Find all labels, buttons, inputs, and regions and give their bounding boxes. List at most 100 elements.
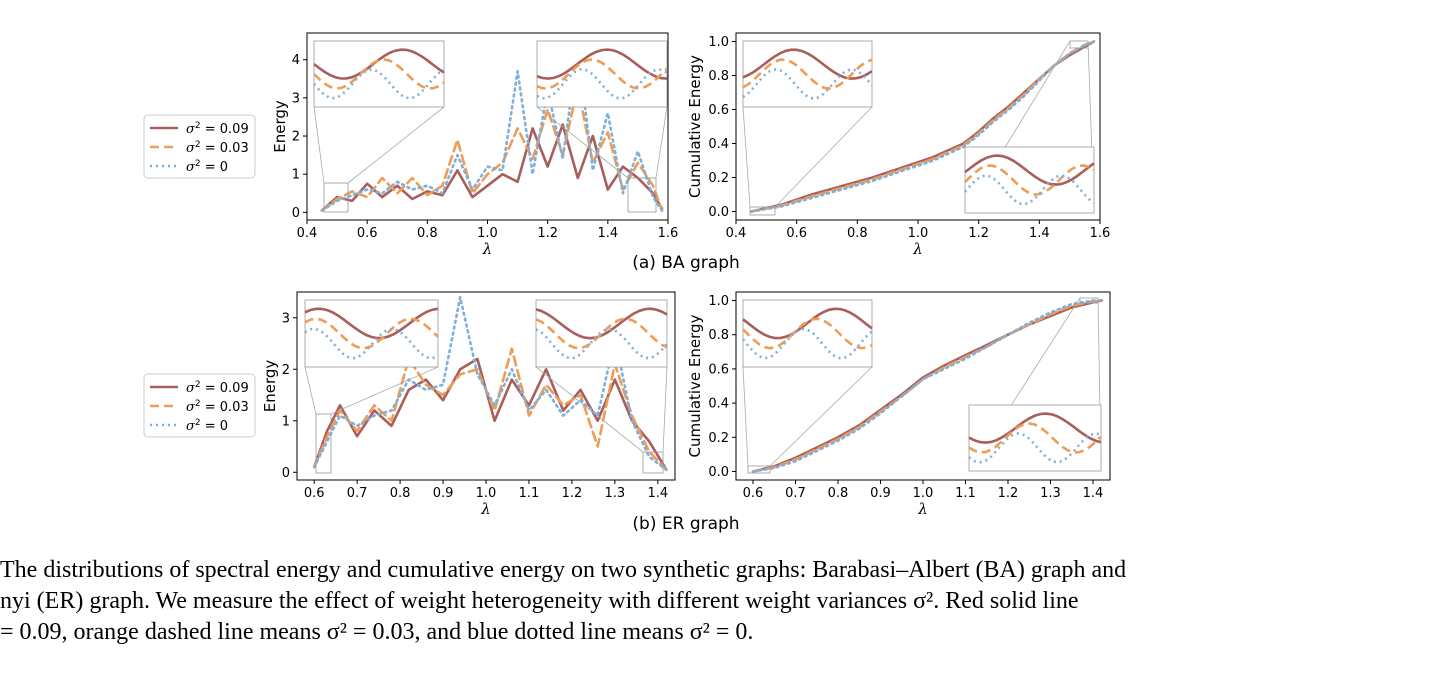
inset-series-line [313, 48, 445, 80]
er-energy-chart: 0.6 0.7 0.8 0.9 1.0 1.1 1.2 1.3 1.4 0 1 2 3 λ Energy [261, 291, 676, 518]
legend-frame [143, 114, 256, 179]
er-cumulative-chart: 0.6 0.7 0.8 0.9 1.0 1.1 1.2 1.3 1.4 0.0 0.2 0.4 0.6 0… [686, 291, 1111, 518]
ba-energy-ytick-label: 3 [292, 91, 300, 106]
ba-cumulative-xtick-label: 0.6 [786, 226, 807, 241]
inset-series-line [742, 307, 873, 340]
ba-cumulative-ytick-label: 0.0 [708, 205, 729, 220]
er-cumulative-xtick-label: 0.8 [828, 486, 849, 501]
ba-energy-chart: 0.4 0.6 0.8 1.0 1.2 1.4 1.6 0 1 2 3 4 λ Energy [271, 32, 679, 258]
er-cumulative-ylabel: Cumulative Energy [686, 314, 704, 457]
inset-connector [742, 366, 749, 467]
legend-label: σ2 = 0.09 [186, 380, 249, 396]
ba-energy-xtick-label: 0.8 [417, 226, 438, 241]
er-energy-ytick-label: 3 [282, 311, 290, 326]
er-cumulative-ytick-label: 1.0 [708, 294, 729, 309]
er-energy-ylabel: Energy [261, 360, 279, 413]
inset-source-box [627, 177, 657, 213]
caption-line-3: = 0.09, orange dashed line means σ² = 0.… [0, 619, 753, 645]
zoom-inset [964, 146, 1095, 214]
er-cumulative-xtick-label: 1.1 [955, 486, 976, 501]
zoom-inset [313, 40, 445, 108]
legend-ba: σ2 = 0.09 σ2 = 0.03 σ2 = 0 [143, 114, 256, 179]
er-cumulative-ytick-label: 0.4 [708, 397, 729, 412]
ba-energy-xtick-label: 1.6 [658, 226, 679, 241]
inset-source-box [749, 206, 776, 216]
inset-series-line [964, 164, 1095, 196]
er-cumulative-xlabel: λ [917, 500, 928, 518]
legend-label: σ2 = 0.03 [186, 399, 249, 415]
inset-series-line [304, 327, 439, 360]
ba-cumulative-ytick-label: 1.0 [708, 35, 729, 50]
inset-series-line [313, 68, 445, 100]
inset-series-line [968, 412, 1102, 444]
er-energy-xtick-label: 1.0 [476, 486, 497, 501]
er-cumulative-series-2-line [751, 299, 1103, 473]
er-cumulative-ytick-label: 0.8 [708, 328, 729, 343]
zoom-inset [535, 299, 668, 368]
ba-cumulative-ytick-label: 0.8 [708, 69, 729, 84]
er-cumulative-series-0-line [751, 299, 1103, 473]
inset-series-line [742, 58, 873, 90]
er-cumulative-xtick-label: 0.9 [870, 486, 891, 501]
ba-energy-xtick-label: 1.2 [537, 226, 558, 241]
inset-connector [662, 366, 668, 453]
inset-series-line [536, 68, 668, 100]
er-energy-xtick-label: 1.3 [605, 486, 626, 501]
ba-cumulative-series-2-line [749, 40, 1096, 213]
inset-source-box [747, 465, 771, 474]
inset-series-line [964, 154, 1095, 186]
inset-series-line [742, 317, 873, 350]
er-cumulative-ytick-label: 0.6 [708, 362, 729, 377]
er-energy-ytick-label: 1 [282, 414, 290, 429]
ba-cumulative-xlabel: λ [912, 240, 923, 258]
inset-source-box [323, 182, 349, 213]
ba-cumulative-xtick-label: 0.8 [847, 226, 868, 241]
er-energy-xtick-label: 1.4 [647, 486, 668, 501]
ba-energy-xtick-label: 0.4 [297, 226, 318, 241]
ba-cumulative-xtick-label: 1.6 [1090, 226, 1111, 241]
ba-energy-ytick-label: 2 [292, 130, 300, 145]
er-energy-xtick-label: 0.6 [304, 486, 325, 501]
inset-series-line [304, 317, 439, 350]
er-energy-xtick-label: 0.8 [390, 486, 411, 501]
caption-line-1: The distributions of spectral energy and… [0, 557, 1126, 583]
er-cumulative-xtick-label: 1.3 [1040, 486, 1061, 501]
subcaption-a: (a) BA graph [632, 253, 740, 273]
inset-connector [536, 106, 629, 179]
er-energy-xtick-label: 1.1 [519, 486, 540, 501]
er-cumulative-xtick-label: 0.6 [743, 486, 764, 501]
caption-line-2: nyi (ER) graph. We measure the effect of… [0, 588, 1079, 614]
er-cumulative-xtick-label: 0.7 [785, 486, 806, 501]
ba-energy-xtick-label: 1.4 [597, 226, 618, 241]
legend-label: σ2 = 0 [186, 159, 228, 175]
ba-cumulative-xtick-label: 1.4 [1029, 226, 1050, 241]
ba-cumulative-chart: 0.4 0.6 0.8 1.0 1.2 1.4 1.60.00.20.40.60.81.0λ… [686, 32, 1111, 258]
inset-connector [774, 106, 873, 208]
legend-label: σ2 = 0.03 [186, 140, 249, 156]
ba-cumulative-ytick-label: 0.6 [708, 103, 729, 118]
inset-series-line [742, 327, 873, 360]
subcaption-b: (b) ER graph [632, 514, 739, 534]
inset-connector [313, 106, 325, 184]
inset-series-line [313, 58, 445, 90]
inset-series-line [536, 58, 668, 90]
inset-series-line [742, 48, 873, 80]
ba-cumulative-ytick-label: 0.2 [708, 171, 729, 186]
legend-label: σ2 = 0.09 [186, 121, 249, 137]
inset-connector [330, 366, 439, 415]
er-energy-xtick-label: 0.9 [433, 486, 454, 501]
legend-frame [143, 373, 256, 438]
ba-energy-ytick-label: 0 [292, 206, 300, 221]
er-energy-ytick-label: 0 [282, 466, 290, 481]
er-cumulative-ytick-label: 0.0 [708, 465, 729, 480]
er-energy-ytick-label: 2 [282, 363, 290, 378]
ba-energy-series-2-line [320, 46, 664, 212]
er-energy-xtick-label: 1.2 [562, 486, 583, 501]
ba-cumulative-ytick-label: 0.4 [708, 137, 729, 152]
er-cumulative-ytick-label: 0.2 [708, 431, 729, 446]
inset-series-line [535, 327, 668, 360]
inset-series-line [968, 422, 1102, 454]
ba-energy-xtick-label: 1.0 [477, 226, 498, 241]
zoom-inset [536, 40, 668, 108]
legend-label: σ2 = 0 [186, 418, 228, 434]
